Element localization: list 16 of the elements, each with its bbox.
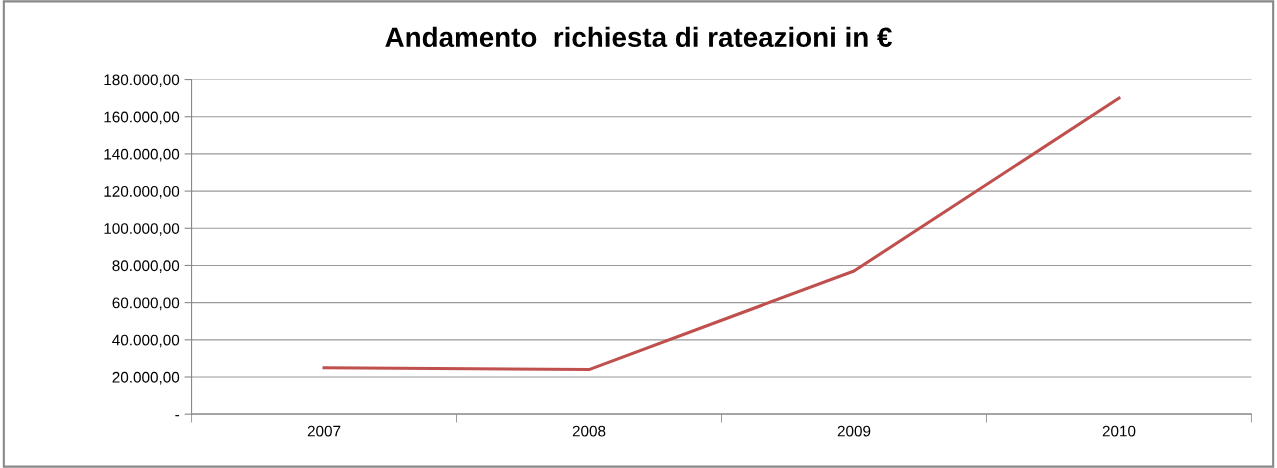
y-tick-label: 160.000,00 <box>104 111 180 125</box>
y-tick-label: 140.000,00 <box>104 148 180 162</box>
y-tick-label: 180.000,00 <box>104 74 180 88</box>
x-tick-label: 2008 <box>572 425 606 437</box>
y-tick-label: 20.000,00 <box>112 371 180 385</box>
x-tick-label: 2007 <box>307 425 341 437</box>
line-series <box>322 96 1121 372</box>
chart-title: Andamento richiesta di rateazioni in € <box>385 26 892 48</box>
y-tick-label: 40.000,00 <box>112 334 180 348</box>
x-tick-label: 2010 <box>1102 425 1136 437</box>
y-tick-label: 100.000,00 <box>104 223 180 236</box>
y-tick-label: 120.000,00 <box>104 185 180 199</box>
y-tick-label: 60.000,00 <box>112 297 180 311</box>
x-tick-label: 2009 <box>837 425 871 437</box>
y-tick-label: 80.000,00 <box>112 260 180 273</box>
y-tick-label: - <box>175 415 180 417</box>
